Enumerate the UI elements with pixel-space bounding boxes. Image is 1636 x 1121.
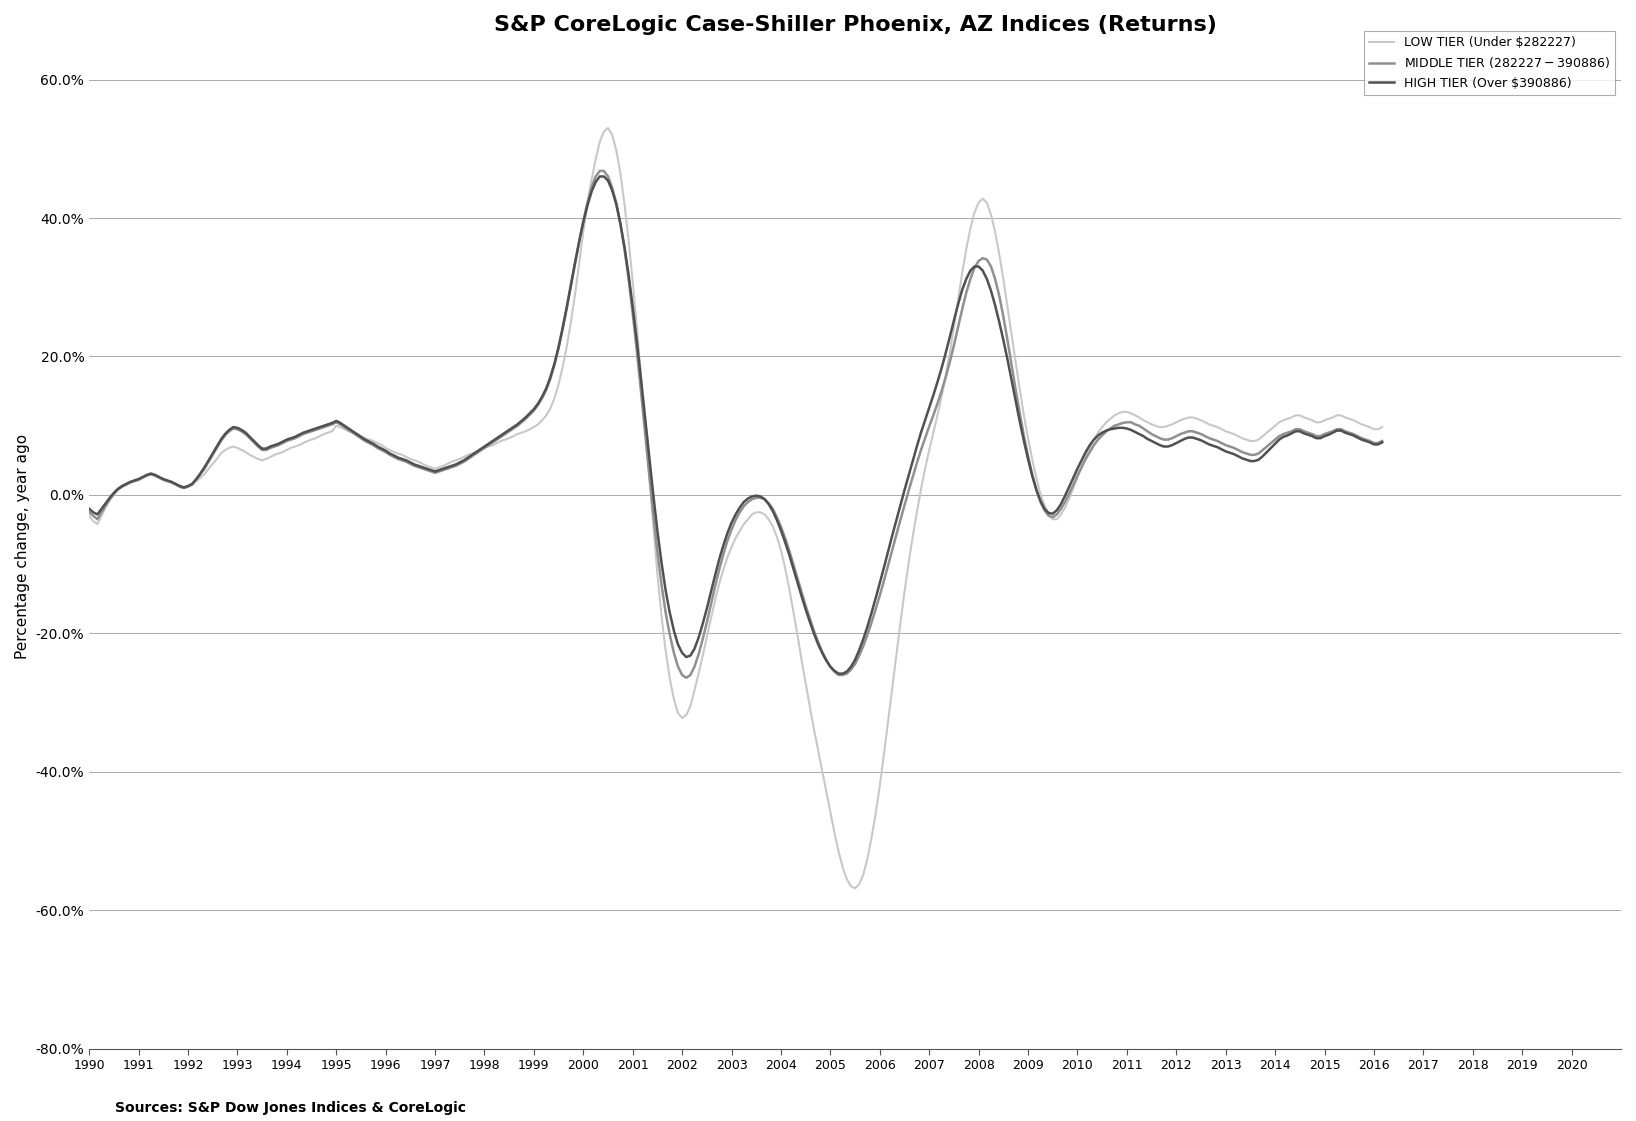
LOW TIER (Under $282227) (960, 222, 980, 235)
LOW TIER (Under $282227) (1324, 410, 1343, 424)
HIGH TIER (Over $390886) (591, 169, 610, 183)
MIDDLE TIER ($282227 - $390886) (952, 303, 972, 316)
HIGH TIER (Over $390886) (879, 545, 898, 558)
HIGH TIER (Over $390886) (113, 480, 133, 493)
MIDDLE TIER ($282227 - $390886) (879, 559, 898, 573)
LOW TIER (Under $282227) (846, 881, 865, 895)
MIDDLE TIER ($282227 - $390886) (795, 599, 815, 612)
LOW TIER (Under $282227) (792, 654, 811, 667)
LOW TIER (Under $282227) (80, 509, 100, 522)
LOW TIER (Under $282227) (113, 480, 133, 493)
MIDDLE TIER ($282227 - $390886) (676, 671, 695, 685)
LOW TIER (Under $282227) (599, 121, 618, 135)
LOW TIER (Under $282227) (952, 267, 972, 280)
MIDDLE TIER ($282227 - $390886) (1324, 425, 1343, 438)
HIGH TIER (Over $390886) (1373, 436, 1392, 450)
HIGH TIER (Over $390886) (792, 590, 811, 603)
Line: MIDDLE TIER ($282227 - $390886): MIDDLE TIER ($282227 - $390886) (90, 170, 1382, 678)
MIDDLE TIER ($282227 - $390886) (113, 480, 133, 493)
HIGH TIER (Over $390886) (952, 284, 972, 297)
Line: LOW TIER (Under $282227): LOW TIER (Under $282227) (90, 128, 1382, 888)
Line: HIGH TIER (Over $390886): HIGH TIER (Over $390886) (90, 176, 1382, 674)
MIDDLE TIER ($282227 - $390886) (591, 164, 610, 177)
Y-axis label: Percentage change, year ago: Percentage change, year ago (15, 434, 29, 659)
Text: Sources: S&P Dow Jones Indices & CoreLogic: Sources: S&P Dow Jones Indices & CoreLog… (115, 1102, 466, 1115)
HIGH TIER (Over $390886) (829, 667, 849, 680)
Title: S&P CoreLogic Case-Shiller Phoenix, AZ Indices (Returns): S&P CoreLogic Case-Shiller Phoenix, AZ I… (494, 15, 1217, 35)
LOW TIER (Under $282227) (879, 715, 898, 729)
HIGH TIER (Over $390886) (960, 263, 980, 277)
LOW TIER (Under $282227) (1373, 420, 1392, 434)
HIGH TIER (Over $390886) (1324, 426, 1343, 439)
MIDDLE TIER ($282227 - $390886) (80, 506, 100, 519)
MIDDLE TIER ($282227 - $390886) (960, 272, 980, 286)
Legend: LOW TIER (Under $282227), MIDDLE TIER ($282227 - $390886), HIGH TIER (Over $3908: LOW TIER (Under $282227), MIDDLE TIER ($… (1364, 31, 1615, 94)
HIGH TIER (Over $390886) (80, 502, 100, 516)
MIDDLE TIER ($282227 - $390886) (1373, 434, 1392, 447)
